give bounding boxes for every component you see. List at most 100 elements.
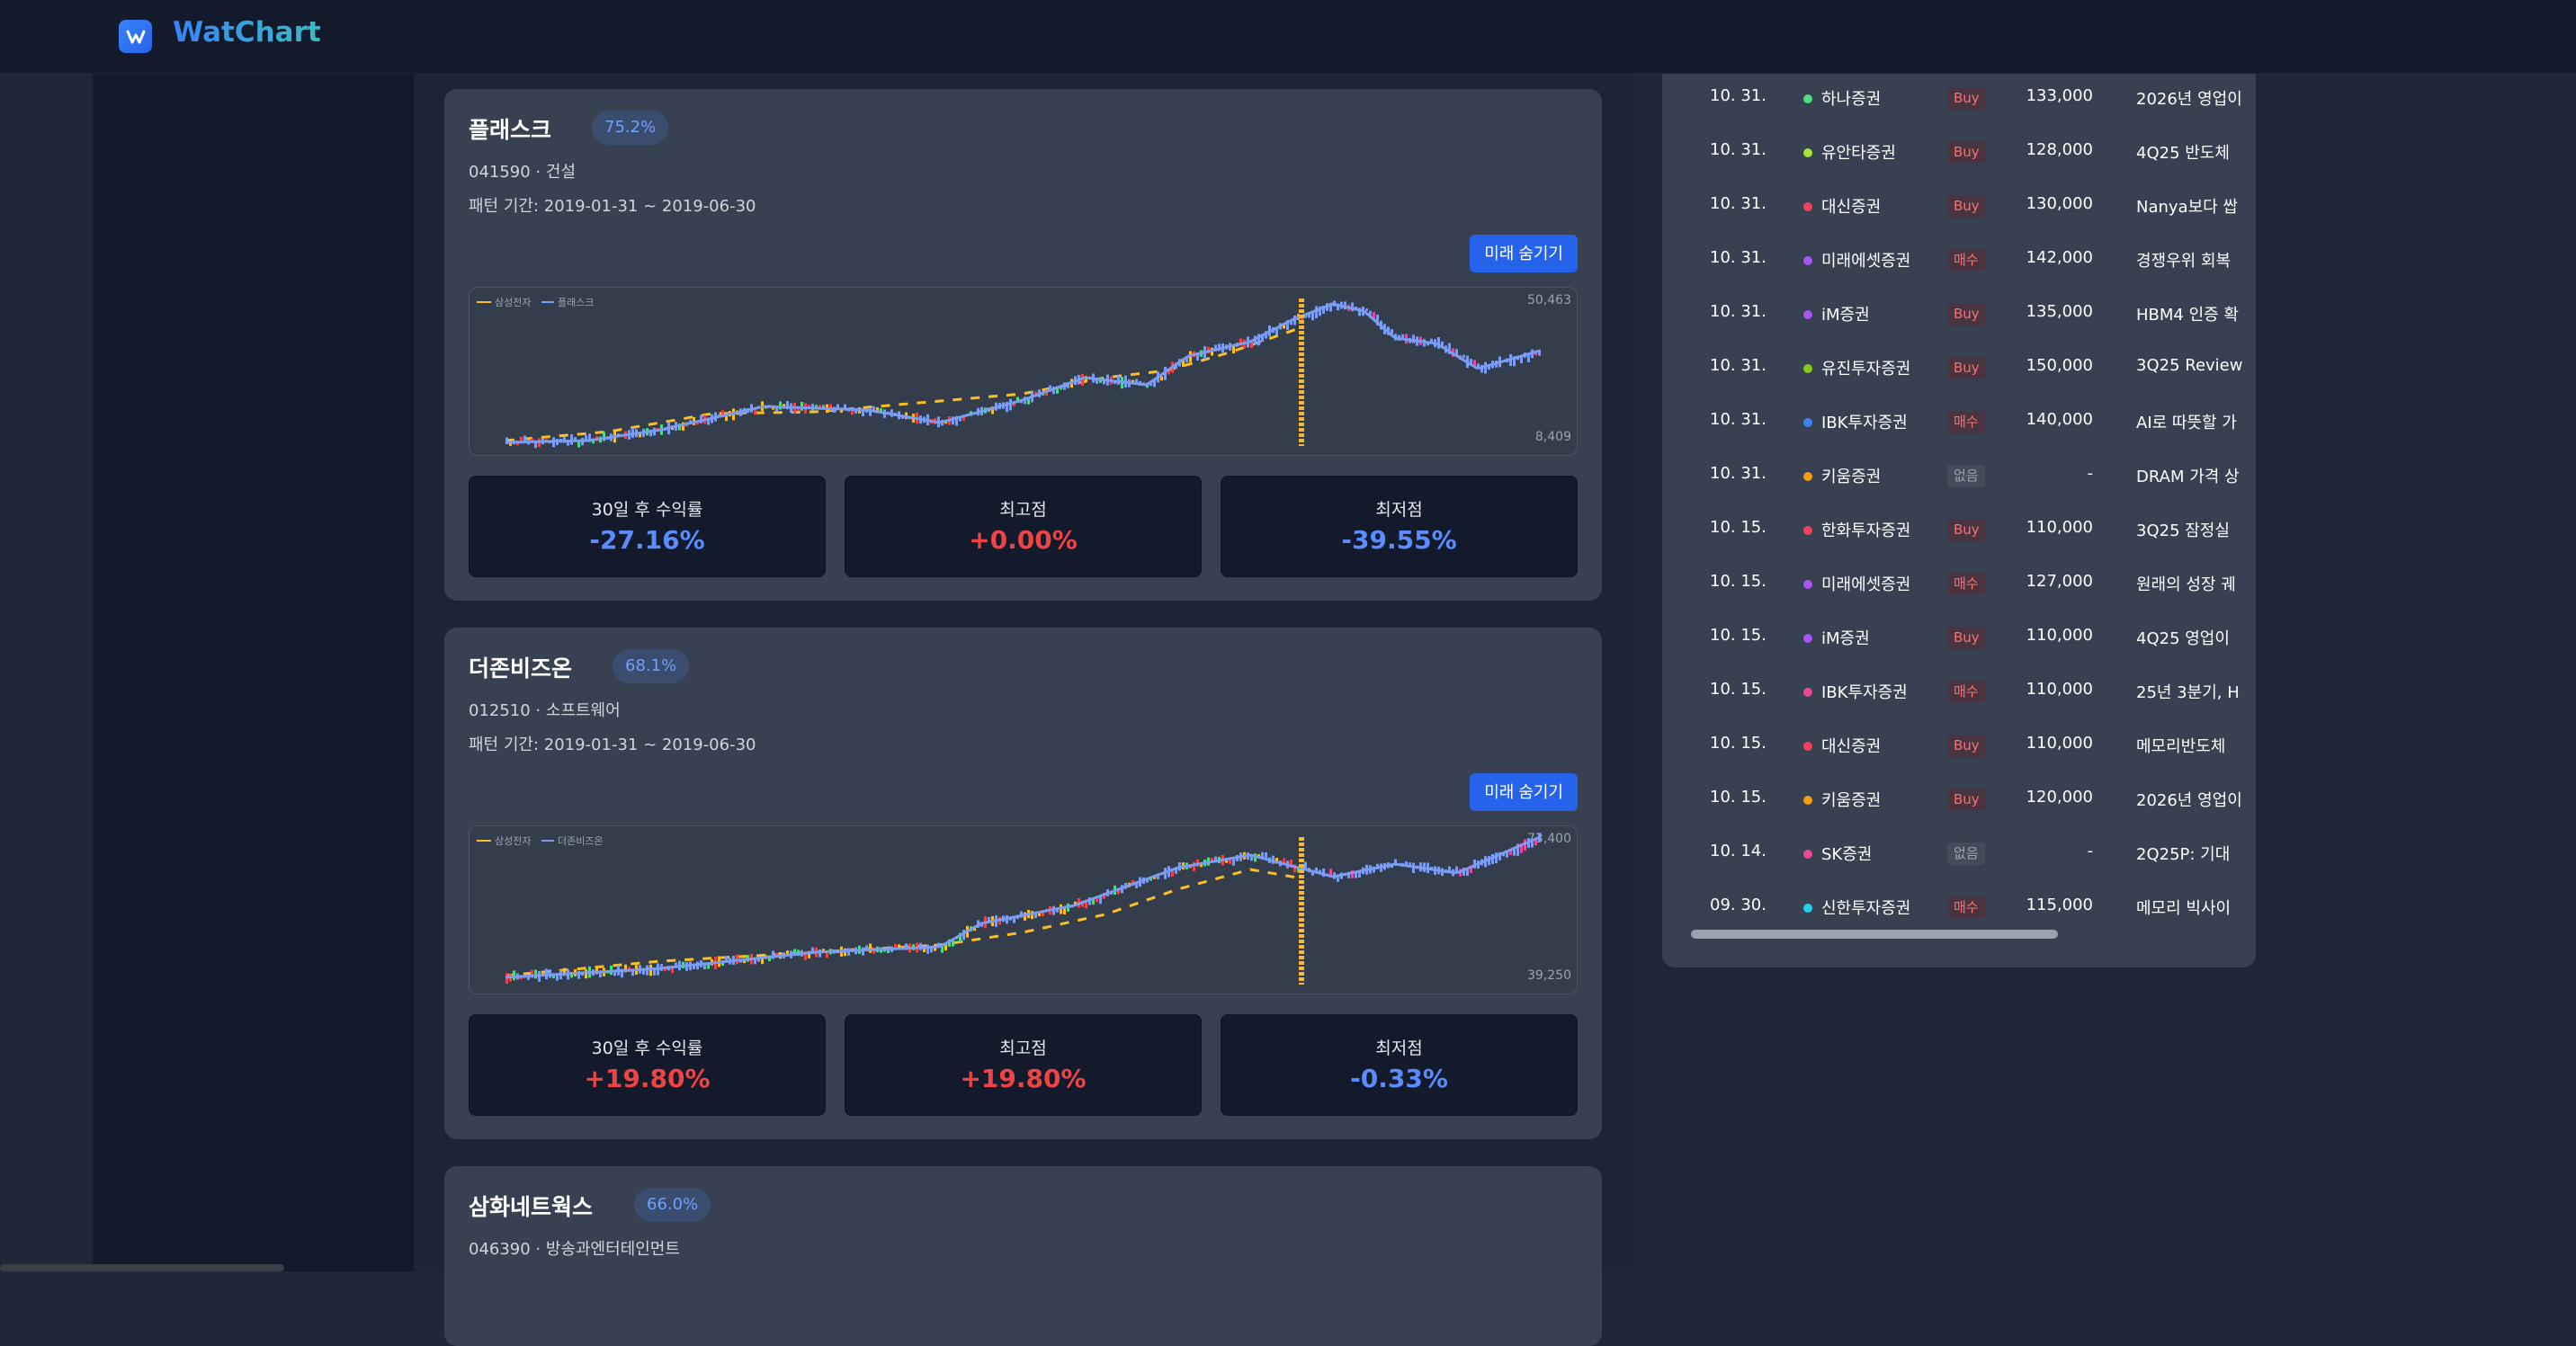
- report-date: 10. 31.: [1710, 248, 1767, 267]
- candle: [1218, 343, 1221, 352]
- pattern-card: 플래스크 75.2% 041590 · 건설 패턴 기간: 2019-01-31…: [444, 89, 1602, 601]
- broker-name: 대신증권: [1821, 737, 1882, 756]
- report-row[interactable]: 10. 31. 미래에셋증권 매수 142,000 경쟁우위 회복: [1662, 236, 2256, 290]
- report-row[interactable]: 10. 31. 키움증권 없음 - DRAM 가격 상: [1662, 451, 2256, 505]
- opinion-badge: 없음: [1947, 842, 1985, 865]
- candle: [556, 973, 559, 981]
- report-row[interactable]: 09. 30. 신한투자증권 매수 115,000 메모리 빅사이: [1662, 883, 2256, 937]
- candle: [761, 956, 764, 965]
- candle: [1160, 376, 1163, 381]
- report-row[interactable]: 10. 15. iM증권 Buy 110,000 4Q25 영업이: [1662, 613, 2256, 667]
- firm-color-dot: [1803, 94, 1812, 103]
- candle: [1135, 379, 1138, 385]
- candle: [1038, 912, 1041, 916]
- report-row[interactable]: 10. 15. IBK투자증권 매수 110,000 25년 3분기, H: [1662, 667, 2256, 721]
- target-price: 120,000: [2026, 788, 2093, 807]
- target-price: -: [2087, 464, 2094, 483]
- broker-name: IBK투자증권: [1821, 683, 1908, 702]
- horizontal-scrollbar[interactable]: [1691, 930, 2058, 939]
- report-row[interactable]: 10. 31. 하나증권 Buy 133,000 2026년 영업이: [1662, 74, 2256, 128]
- report-title: AI로 따뜻할 가: [2136, 414, 2237, 432]
- stock-meta: 041590 · 건설: [469, 163, 576, 182]
- candle: [1337, 876, 1339, 882]
- candle: [1182, 359, 1185, 367]
- report-title: Nanya보다 쌉: [2136, 198, 2238, 217]
- firm-color-dot: [1803, 634, 1812, 643]
- opinion-badge: Buy: [1947, 87, 1986, 110]
- candle: [1290, 320, 1292, 325]
- candle: [1131, 379, 1134, 384]
- candle: [1355, 871, 1357, 878]
- report-row[interactable]: 10. 31. iM증권 Buy 135,000 HBM4 인증 확: [1662, 290, 2256, 343]
- app-name[interactable]: WatChart: [173, 16, 321, 49]
- report-row[interactable]: 10. 14. SK증권 없음 - 2Q25P: 기대: [1662, 829, 2256, 883]
- stock-meta: 046390 · 방송과엔터테인먼트: [469, 1240, 680, 1259]
- candle: [1034, 391, 1037, 397]
- candle: [531, 969, 533, 978]
- firm-color-dot: [1803, 850, 1812, 859]
- candle: [793, 949, 796, 957]
- target-price: -: [2087, 842, 2094, 860]
- broker-name: SK증권: [1821, 845, 1873, 864]
- opinion-badge: 없음: [1947, 465, 1985, 487]
- report-row[interactable]: 10. 15. 미래에셋증권 매수 127,000 원래의 성장 궤: [1662, 559, 2256, 613]
- report-row[interactable]: 10. 31. 유진투자증권 Buy 150,000 3Q25 Review: [1662, 343, 2256, 397]
- candle: [642, 968, 645, 975]
- report-row[interactable]: 10. 31. IBK투자증권 매수 140,000 AI로 따뜻할 가: [1662, 397, 2256, 451]
- opinion-badge: 매수: [1947, 681, 1985, 703]
- similarity-badge: 75.2%: [592, 111, 669, 145]
- candle: [1319, 306, 1321, 316]
- stat-value: +0.00%: [969, 525, 1078, 555]
- stock-name: 더존비즈온: [469, 655, 573, 682]
- left-panel: [94, 74, 414, 1271]
- legend-label-base: 삼성전자: [495, 835, 531, 847]
- firm-color-dot: [1803, 688, 1812, 697]
- report-row[interactable]: 10. 31. 대신증권 Buy 130,000 Nanya보다 쌉: [1662, 182, 2256, 236]
- candle: [570, 433, 573, 445]
- candle: [552, 974, 555, 979]
- candle: [721, 410, 724, 418]
- broker-name: 미래에셋증권: [1821, 252, 1911, 271]
- report-row[interactable]: 10. 15. 대신증권 Buy 110,000 메모리반도체: [1662, 721, 2256, 775]
- report-row[interactable]: 10. 31. 유안타증권 Buy 128,000 4Q25 반도체: [1662, 128, 2256, 182]
- candle: [1531, 839, 1534, 848]
- candle: [1063, 908, 1066, 914]
- firm-color-dot: [1803, 310, 1812, 319]
- candle: [1401, 334, 1404, 340]
- candle: [801, 402, 803, 411]
- target-price: 140,000: [2026, 410, 2093, 429]
- broker-name: 키움증권: [1821, 791, 1882, 810]
- candle: [1052, 387, 1055, 395]
- candle: [808, 950, 810, 958]
- candle: [1337, 303, 1339, 311]
- candle: [725, 956, 728, 963]
- analyst-report-table: 10. 31. 하나증권 Buy 133,000 2026년 영업이 10. 31. 유안타…: [1662, 74, 2256, 967]
- opinion-badge: 매수: [1947, 896, 1985, 919]
- candle: [1146, 878, 1149, 883]
- candle: [1229, 858, 1231, 864]
- pattern-chart[interactable]: 삼성전자 플래스크 50,463 8,409: [469, 287, 1578, 456]
- candle: [1365, 308, 1368, 311]
- hide-future-button[interactable]: 미래 숨기기: [1470, 235, 1578, 272]
- candle: [865, 945, 868, 951]
- stat-return-30d: 30일 후 수익률 +19.80%: [469, 1014, 826, 1116]
- hide-future-button[interactable]: 미래 숨기기: [1470, 773, 1578, 811]
- candle: [671, 965, 674, 974]
- candle: [563, 967, 566, 976]
- opinion-badge: Buy: [1947, 141, 1986, 164]
- opinion-badge: 매수: [1947, 249, 1985, 272]
- report-date: 10. 15.: [1710, 572, 1767, 591]
- candle: [1322, 868, 1325, 878]
- page-scrollbar[interactable]: [0, 1264, 284, 1271]
- target-price: 142,000: [2026, 248, 2093, 267]
- candle: [570, 972, 573, 978]
- candle: [678, 423, 681, 431]
- report-row[interactable]: 10. 15. 한화투자증권 Buy 110,000 3Q25 잠정실: [1662, 505, 2256, 559]
- candle: [1293, 864, 1296, 873]
- report-row[interactable]: 10. 15. 키움증권 Buy 120,000 2026년 영업이: [1662, 775, 2256, 829]
- candle: [1520, 843, 1523, 853]
- pattern-chart[interactable]: 삼성전자 더존비즈온 73,400 39,250: [469, 825, 1578, 994]
- logo-icon[interactable]: [119, 20, 152, 53]
- candle: [603, 432, 605, 441]
- candle: [1308, 312, 1310, 318]
